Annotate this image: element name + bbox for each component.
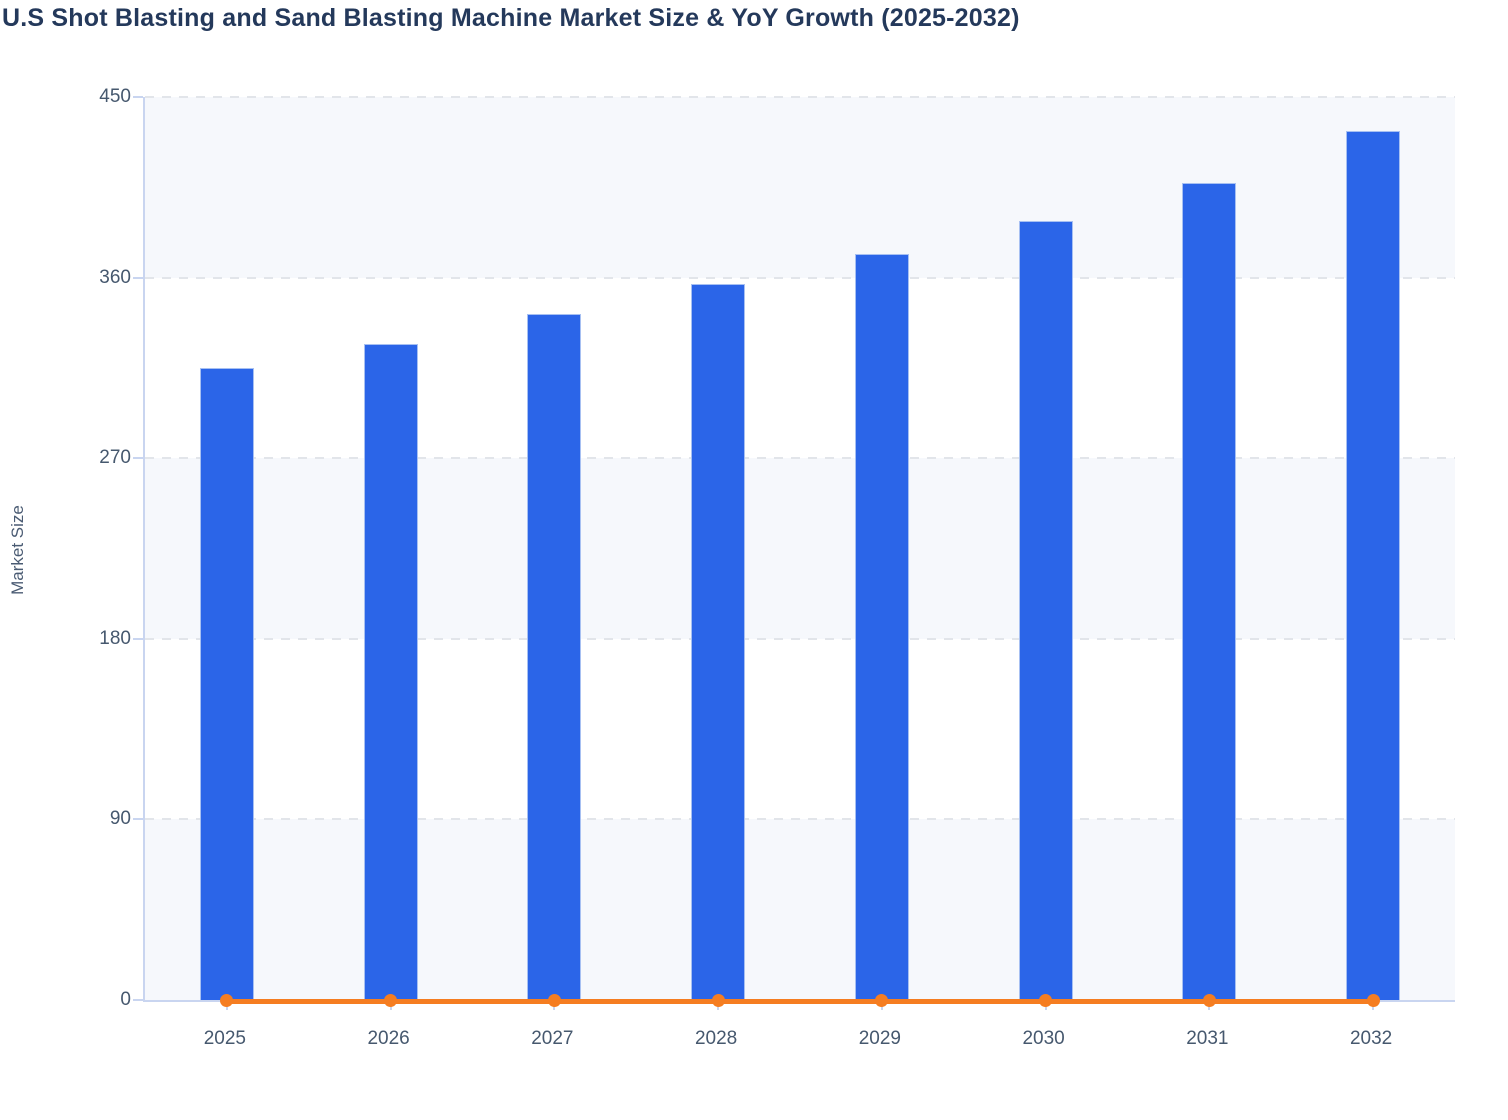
y-axis-labels: 0 90 180 270 360 450: [0, 86, 131, 1010]
x-axis-label: 2031: [1186, 1028, 1229, 1049]
bar-2027[interactable]: [527, 313, 582, 1000]
y-gridline: [145, 637, 1455, 640]
y-axis-label: 360: [99, 266, 131, 288]
y-axis-tick: [133, 999, 143, 1001]
yoy-growth-marker-2031[interactable]: [1202, 994, 1216, 1007]
plot-band: [145, 458, 1455, 639]
y-gridline: [145, 818, 1455, 821]
y-axis-label: 0: [120, 989, 131, 1010]
y-axis-tick: [133, 276, 143, 279]
bar-2031[interactable]: [1182, 183, 1237, 1000]
yoy-growth-marker-2026[interactable]: [384, 994, 398, 1007]
yoy-growth-marker-2030[interactable]: [1039, 994, 1053, 1007]
plot-area: [133, 96, 1455, 1010]
plot-band: [145, 97, 1455, 278]
y-axis-label: 90: [109, 808, 131, 830]
y-axis-label: 270: [99, 447, 131, 469]
bar-2029[interactable]: [854, 253, 909, 1000]
y-axis-tick: [133, 96, 143, 98]
x-axis-labels: 2025 2026 2027 2028 2029 2030 2031 2032: [143, 1028, 1453, 1058]
y-axis-tick: [133, 637, 143, 640]
y-axis-tick: [133, 818, 143, 821]
y-axis-label: 180: [99, 627, 131, 649]
yoy-growth-marker-2028[interactable]: [711, 994, 725, 1007]
y-gridline: [145, 457, 1455, 460]
x-axis-label: 2025: [203, 1028, 247, 1049]
yoy-growth-marker-2029[interactable]: [875, 994, 889, 1007]
y-axis-tick: [133, 457, 143, 460]
plot-band: [145, 819, 1455, 1000]
bar-2028[interactable]: [691, 283, 746, 1000]
x-axis-label: 2028: [694, 1028, 738, 1049]
x-axis-label: 2026: [367, 1028, 410, 1049]
chart-title: U.S Shot Blasting and Sand Blasting Mach…: [2, 4, 1020, 32]
x-axis-label: 2027: [531, 1028, 574, 1049]
bar-2025[interactable]: [199, 367, 254, 1000]
bar-2026[interactable]: [363, 343, 418, 1000]
bar-2032[interactable]: [1346, 131, 1401, 1000]
x-axis-label: 2029: [858, 1028, 902, 1049]
y-axis-label: 450: [99, 86, 131, 107]
bar-2030[interactable]: [1018, 221, 1073, 1000]
yoy-growth-line: [226, 999, 1374, 1004]
y-gridline: [145, 276, 1455, 279]
y-gridline: [145, 96, 1455, 98]
x-axis-label: 2030: [1022, 1028, 1065, 1049]
yoy-growth-marker-2032[interactable]: [1366, 994, 1380, 1007]
x-axis-label: 2032: [1349, 1028, 1393, 1049]
yoy-growth-marker-2027[interactable]: [547, 994, 561, 1007]
yoy-growth-marker-2025[interactable]: [220, 994, 234, 1007]
